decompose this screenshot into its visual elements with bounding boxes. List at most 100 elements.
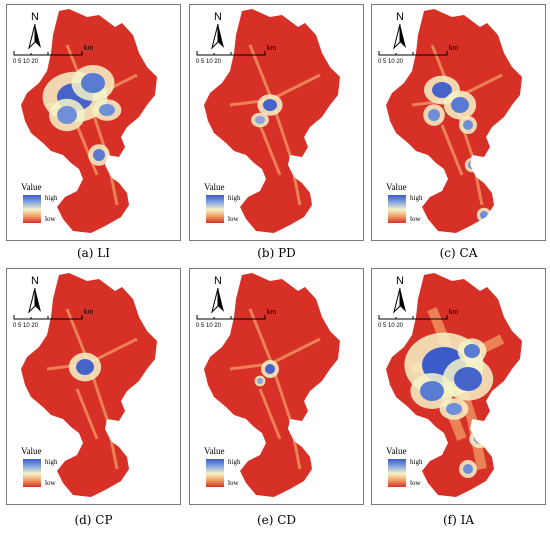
scale-bar: km 0 5 10 20 bbox=[196, 45, 286, 71]
scale-ticks: 0 5 10 20 bbox=[13, 59, 39, 65]
legend-color-ramp bbox=[206, 459, 224, 487]
legend-high-label: high bbox=[45, 458, 58, 466]
scale-bar-graphic bbox=[196, 51, 266, 56]
hotspot bbox=[263, 99, 277, 111]
region-outline bbox=[21, 9, 157, 233]
caption-cd: (e) CD bbox=[256, 513, 297, 527]
study-area-map bbox=[21, 273, 157, 497]
legend: Value high low bbox=[21, 182, 81, 226]
scale-bar-graphic bbox=[378, 51, 448, 56]
legend-title: Value bbox=[21, 182, 42, 192]
legend-color-ramp bbox=[23, 459, 41, 487]
north-arrow-icon bbox=[211, 24, 224, 50]
legend-low-label: low bbox=[228, 479, 239, 487]
legend-high-label: high bbox=[228, 458, 241, 466]
study-area-map bbox=[386, 9, 522, 233]
hotspot bbox=[451, 97, 469, 113]
legend: Value high low bbox=[386, 182, 446, 226]
study-area-map bbox=[386, 273, 522, 497]
hotspot bbox=[93, 149, 105, 161]
scale-unit: km bbox=[449, 309, 459, 316]
legend-title: Value bbox=[21, 446, 42, 456]
hotspot bbox=[474, 434, 486, 444]
north-label: N bbox=[214, 11, 222, 23]
caption-cp: (d) CP bbox=[74, 513, 113, 527]
scale-bar: km 0 5 10 20 bbox=[13, 45, 103, 71]
scale-bar: km 0 5 10 20 bbox=[13, 309, 103, 335]
scale-bar: km 0 5 10 20 bbox=[196, 309, 286, 335]
legend: Value high low bbox=[386, 446, 446, 490]
scale-unit: km bbox=[84, 309, 94, 316]
hotspot bbox=[463, 120, 473, 130]
legend-high-label: high bbox=[410, 194, 423, 202]
scale-bar-graphic bbox=[196, 315, 266, 320]
north-arrow: N bbox=[21, 275, 51, 315]
hotspot bbox=[81, 73, 105, 93]
legend: Value high low bbox=[21, 446, 81, 490]
north-arrow-icon bbox=[28, 288, 41, 314]
region-outline bbox=[204, 9, 340, 233]
hotspot bbox=[57, 106, 77, 124]
scale-ticks: 0 5 10 20 bbox=[13, 323, 39, 329]
legend-low-label: low bbox=[410, 215, 421, 223]
legend-low-label: low bbox=[228, 215, 239, 223]
hotspot bbox=[464, 344, 480, 358]
hotspot bbox=[468, 161, 476, 169]
study-area-map bbox=[204, 9, 340, 233]
hotspot bbox=[428, 109, 440, 121]
caption-ca: (c) CA bbox=[439, 246, 478, 260]
legend-high-label: high bbox=[228, 194, 241, 202]
north-arrow: N bbox=[386, 11, 416, 51]
north-arrow: N bbox=[21, 11, 51, 51]
north-arrow: N bbox=[204, 11, 234, 51]
scale-bar-graphic bbox=[378, 315, 448, 320]
scale-ticks: 0 5 10 20 bbox=[196, 323, 222, 329]
north-label: N bbox=[214, 275, 222, 287]
legend-low-label: low bbox=[410, 479, 421, 487]
hotspot bbox=[99, 104, 115, 116]
north-arrow: N bbox=[204, 275, 234, 315]
region-outline bbox=[386, 9, 522, 233]
legend-high-label: high bbox=[45, 194, 58, 202]
hotspot-halo bbox=[464, 157, 480, 173]
hotspot bbox=[420, 381, 444, 401]
hotspot bbox=[120, 160, 130, 170]
scale-unit: km bbox=[84, 45, 94, 52]
legend-color-ramp bbox=[388, 459, 406, 487]
legend-color-ramp bbox=[206, 195, 224, 223]
north-label: N bbox=[396, 275, 404, 287]
scale-bar: km 0 5 10 20 bbox=[378, 45, 468, 71]
north-arrow: N bbox=[386, 275, 416, 315]
legend: Value high low bbox=[204, 182, 264, 226]
legend: Value high low bbox=[204, 446, 264, 490]
legend-title: Value bbox=[386, 446, 407, 456]
north-arrow-icon bbox=[28, 24, 41, 50]
north-label: N bbox=[396, 11, 404, 23]
scale-unit: km bbox=[267, 45, 277, 52]
hotspot bbox=[446, 403, 462, 415]
legend-color-ramp bbox=[388, 195, 406, 223]
scale-bar-graphic bbox=[13, 51, 83, 56]
caption-pd: (b) PD bbox=[257, 246, 296, 260]
hotspot bbox=[432, 82, 452, 98]
scale-bar-graphic bbox=[13, 315, 83, 320]
hotspot bbox=[463, 464, 473, 474]
north-arrow-icon bbox=[393, 24, 406, 50]
hotspot bbox=[257, 378, 263, 384]
hotspot-halo bbox=[116, 156, 134, 174]
hotspot-halo bbox=[469, 430, 491, 448]
scale-ticks: 0 5 10 20 bbox=[378, 323, 404, 329]
legend-low-label: low bbox=[45, 215, 56, 223]
scale-unit: km bbox=[267, 309, 277, 316]
hotspot bbox=[255, 116, 265, 124]
legend-title: Value bbox=[386, 182, 407, 192]
scale-unit: km bbox=[449, 45, 459, 52]
scale-ticks: 0 5 10 20 bbox=[196, 59, 222, 65]
scale-ticks: 0 5 10 20 bbox=[378, 59, 404, 65]
caption-li: (a) LI bbox=[76, 246, 111, 260]
north-arrow-icon bbox=[393, 288, 406, 314]
